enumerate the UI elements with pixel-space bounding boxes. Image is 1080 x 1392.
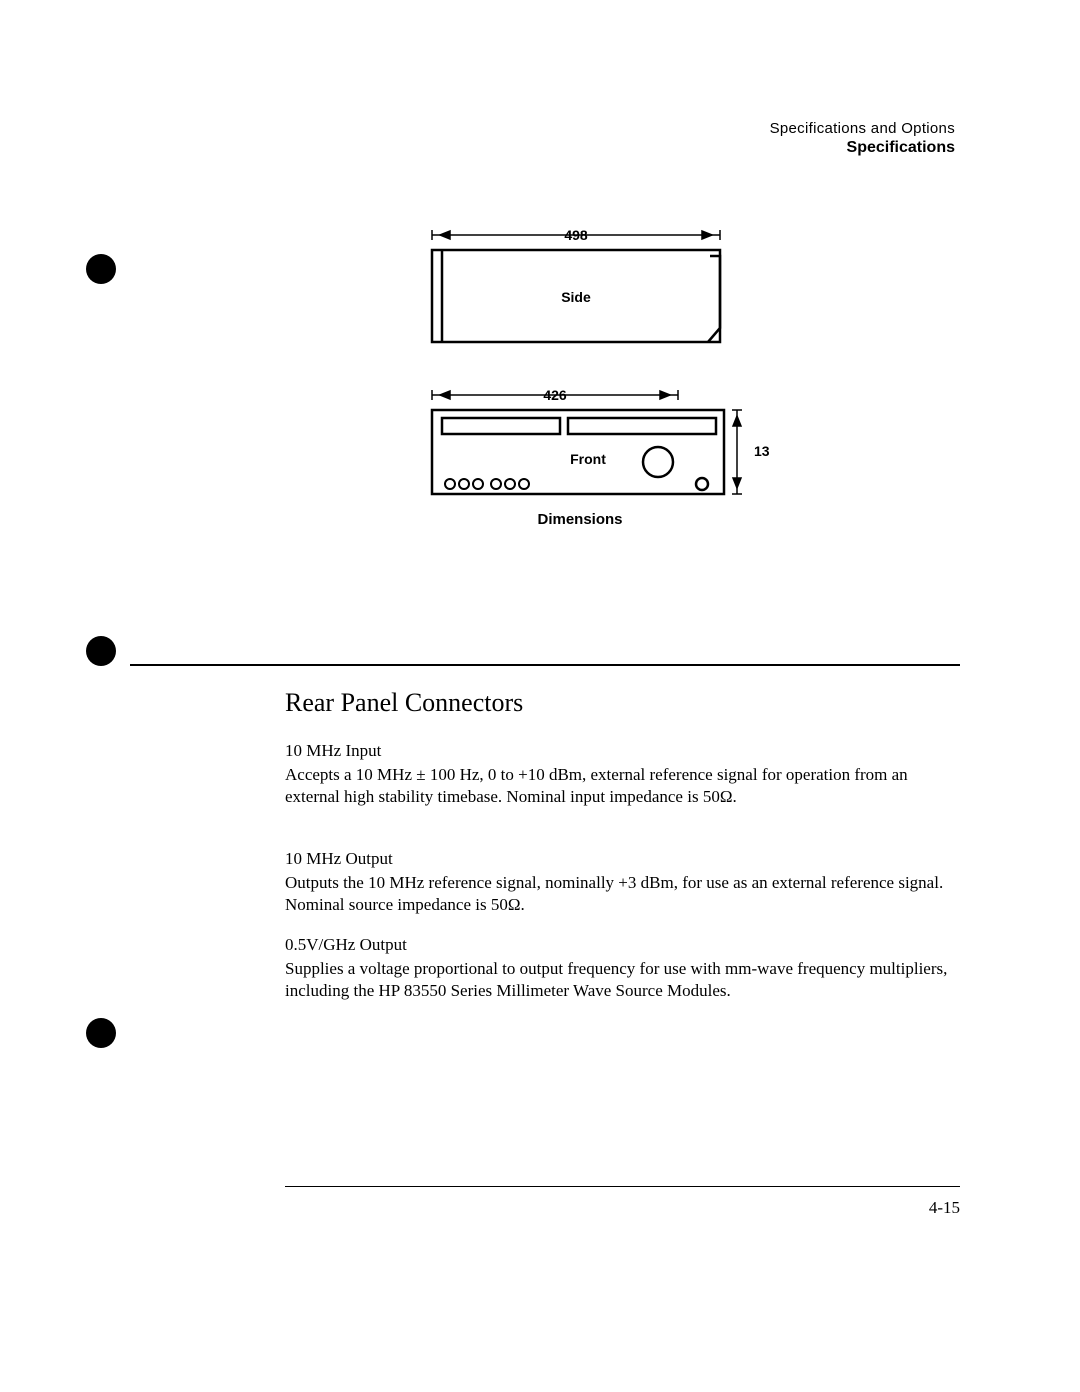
dimensions-diagram: 498 Side 426 xyxy=(420,228,770,544)
front-view-label: Front xyxy=(570,451,606,467)
spec-body: Supplies a voltage proportional to outpu… xyxy=(285,958,960,1002)
section-title: Rear Panel Connectors xyxy=(285,688,523,718)
spec-body: Outputs the 10 MHz reference signal, nom… xyxy=(285,872,960,916)
footer-rule xyxy=(285,1186,960,1187)
spec-item-3: 0.5V/GHz Output Supplies a voltage propo… xyxy=(285,934,960,1002)
spec-head: 0.5V/GHz Output xyxy=(285,934,960,956)
binder-hole-icon xyxy=(86,636,116,666)
spec-body: Accepts a 10 MHz ± 100 Hz, 0 to +10 dBm,… xyxy=(285,764,960,808)
binder-hole-icon xyxy=(86,254,116,284)
section-rule xyxy=(130,664,960,666)
spec-head: 10 MHz Output xyxy=(285,848,960,870)
diagram-caption: Dimensions xyxy=(537,511,622,528)
side-width-label: 498 xyxy=(564,228,588,243)
front-height-label: 133 xyxy=(754,443,770,459)
front-width-label: 426 xyxy=(543,387,567,403)
header-title: Specifications xyxy=(770,139,955,157)
page-number: 4-15 xyxy=(929,1198,960,1218)
spec-head: 10 MHz Input xyxy=(285,740,960,762)
page-header: Specifications and Options Specification… xyxy=(770,120,955,157)
side-view-label: Side xyxy=(561,289,591,305)
spec-item-1: 10 MHz Input Accepts a 10 MHz ± 100 Hz, … xyxy=(285,740,960,808)
binder-hole-icon xyxy=(86,1018,116,1048)
header-breadcrumb: Specifications and Options xyxy=(770,120,955,137)
spec-item-2: 10 MHz Output Outputs the 10 MHz referen… xyxy=(285,848,960,916)
